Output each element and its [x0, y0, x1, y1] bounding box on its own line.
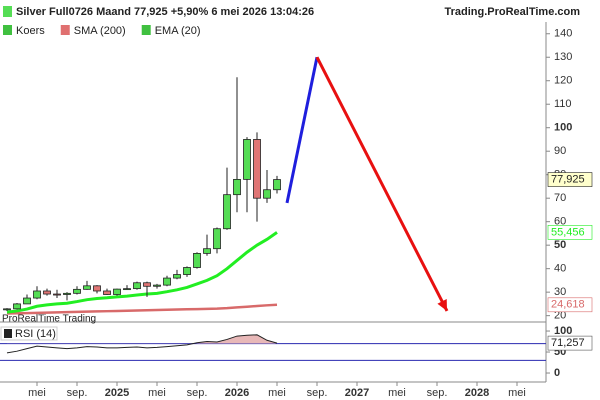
source: Trading.ProRealTime.com [444, 6, 580, 18]
candle-body [273, 179, 281, 191]
candle-body [73, 288, 81, 294]
candle-body [183, 267, 191, 275]
candle-body [263, 189, 271, 199]
candle-body [13, 303, 21, 310]
last-price-label-box [547, 172, 593, 187]
candle-body [223, 194, 231, 230]
series-value-label: 55,456 [551, 226, 585, 238]
legend-swatch [3, 25, 12, 35]
candle-body [93, 285, 101, 292]
candle-body [63, 292, 71, 295]
rsi-value-box [547, 335, 593, 351]
candle-body [233, 178, 241, 196]
legend-swatch [141, 25, 151, 35]
indicator-line [6, 303, 278, 315]
candle-body [203, 248, 211, 254]
candle-body [133, 282, 141, 290]
candle-body [103, 290, 111, 295]
x-tick-label: mei [268, 387, 286, 399]
candle-body [243, 139, 251, 180]
candle-body [43, 290, 51, 295]
y-tick-label: 140 [554, 28, 572, 40]
rsi-y-tick-label: 0 [554, 367, 560, 379]
y-tick-label: 130 [554, 51, 572, 63]
y-tick-label: 100 [554, 122, 572, 134]
y-tick-label: 50 [554, 239, 566, 251]
y-tick-label: 30 [554, 286, 566, 298]
candle-body [113, 288, 121, 295]
x-tick-label: 2025 [105, 387, 129, 399]
rsi-legend-swatch [4, 329, 12, 338]
rsi-legend-box [0, 326, 58, 341]
legend-label: EMA (20) [155, 25, 201, 37]
series-value-label-box [547, 297, 593, 313]
x-tick-label: mei [388, 387, 406, 399]
y-tick-label: 110 [554, 98, 572, 110]
rsi-value-label: 71,257 [551, 337, 585, 349]
candle-body [83, 285, 91, 290]
candle-body [123, 288, 131, 291]
x-tick-label: 2028 [465, 387, 489, 399]
x-tick-label: mei [28, 387, 46, 399]
series-value-label-box [547, 225, 593, 240]
watermark: ProRealTime Trading [2, 314, 96, 325]
annotation-line [285, 56, 319, 204]
x-tick-label: 2026 [225, 387, 249, 399]
legend-label: SMA (200) [74, 25, 126, 37]
candle-body [3, 308, 11, 311]
rsi-overbought-area [193, 334, 277, 344]
candle-body [163, 277, 171, 286]
chart-title: Silver Full0726 Maand 77,925 +5,90% 6 me… [16, 6, 314, 18]
legend-swatch [60, 25, 70, 35]
candle-body [253, 139, 261, 199]
x-tick-label: sep. [67, 387, 88, 399]
candle-body [213, 228, 221, 250]
candle-body [173, 274, 181, 279]
x-tick-label: mei [148, 387, 166, 399]
series-value-label: 24,618 [551, 299, 585, 311]
y-tick-label: 70 [554, 192, 566, 204]
candle-body [143, 282, 151, 287]
y-tick-label: 60 [554, 216, 566, 228]
rsi-legend-label: RSI (14) [15, 328, 56, 340]
arrow-head [437, 298, 447, 311]
x-tick-label: mei [508, 387, 526, 399]
candle-body [53, 293, 61, 296]
last-price-label: 77,925 [551, 173, 585, 185]
indicator-line [6, 231, 278, 314]
y-tick-label: 20 [554, 310, 566, 322]
rsi-line [6, 334, 278, 354]
y-tick-label: 40 [554, 263, 566, 275]
x-tick-label: 2027 [345, 387, 369, 399]
legend-label: Koers [16, 25, 45, 37]
candle-body [23, 297, 31, 305]
x-tick-label: sep. [307, 387, 328, 399]
x-tick-label: sep. [427, 387, 448, 399]
y-tick-label: 90 [554, 145, 566, 157]
candle-body [33, 290, 41, 299]
y-tick-label: 120 [554, 75, 572, 87]
candle-body [153, 284, 161, 287]
rsi-y-tick-label: 100 [554, 325, 572, 337]
candle-body [193, 252, 201, 268]
x-tick-label: sep. [187, 387, 208, 399]
icon [3, 6, 12, 17]
annotation-line [315, 56, 449, 312]
